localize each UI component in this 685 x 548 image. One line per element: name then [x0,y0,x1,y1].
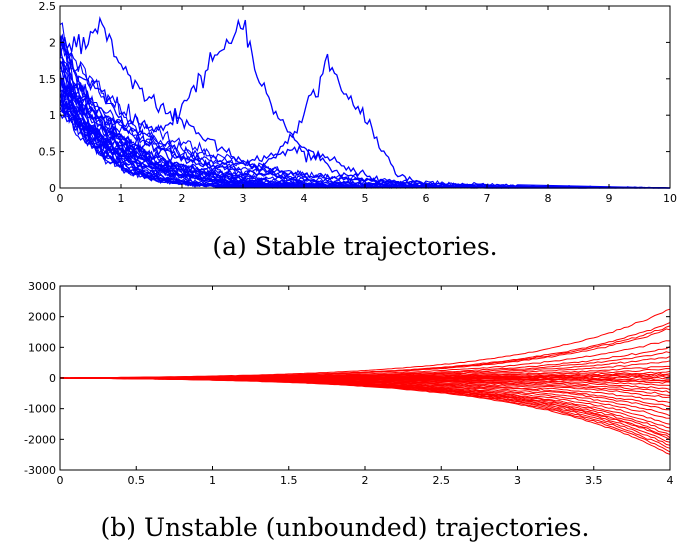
chart-unstable-trajectories: 0 0.5 1 1.5 2 2.5 3 3.5 4 -3000 -2000 -1000 0 1000 200… [24,280,673,487]
chart-stable-trajectories: 0 1 2 3 4 5 6 7 8 9 10 0 0.5 1 1.5 2 2.5 [39,0,678,205]
stable-trajectory-line [59,82,671,189]
stable-trajectory-line [59,38,670,189]
x-tick-label: 0 [57,192,64,205]
caption-b: (b) Unstable (unbounded) trajectories. [101,513,590,542]
y-tick-label: 1.5 [39,73,57,86]
unstable-series-group [59,308,671,455]
y-tick-label: 3000 [28,280,56,293]
stable-trajectory-line [59,60,671,189]
y-tick-label: 1 [49,109,56,122]
x-tick-label: 5 [362,192,369,205]
unstable-trajectory-line [60,308,671,379]
x-tick-label: 0.5 [128,474,146,487]
x-tick-label: 0 [57,474,64,487]
y-tick-label: 2000 [28,311,56,324]
x-tick-label: 1 [209,474,216,487]
x-tick-label: 6 [423,192,430,205]
x-tick-label: 7 [484,192,491,205]
y-tick-label: -3000 [24,464,56,477]
y-tick-label: 2 [49,36,56,49]
unstable-trajectory-line [59,377,671,455]
y-tick-label: 2.5 [39,0,57,13]
x-tick-label: 2 [362,474,369,487]
plot-a-axes: 0 1 2 3 4 5 6 7 8 9 10 0 0.5 1 1.5 2 2.5 [39,0,678,205]
y-tick-label: 0 [49,372,56,385]
stable-series-group [59,15,671,189]
plot-b-axes: 0 0.5 1 1.5 2 2.5 3 3.5 4 -3000 -2000 -1000 0 1000 200… [24,280,673,487]
x-tick-label: 3 [240,192,247,205]
x-tick-label: 1.5 [280,474,298,487]
x-tick-label: 2.5 [433,474,451,487]
stable-trajectory-line [59,40,671,189]
x-tick-label: 4 [301,192,308,205]
x-tick-label: 4 [667,474,674,487]
x-tick-label: 1 [118,192,125,205]
x-tick-label: 3.5 [585,474,603,487]
x-tick-label: 2 [179,192,186,205]
y-tick-label: 0 [49,182,56,195]
y-tick-label: 0.5 [39,146,57,159]
x-tick-label: 8 [545,192,552,205]
unstable-trajectory-line [60,377,671,441]
y-tick-label: -1000 [24,403,56,416]
x-tick-label: 9 [606,192,613,205]
x-tick-label: 3 [514,474,521,487]
caption-a: (a) Stable trajectories. [212,232,497,261]
y-tick-label: -2000 [24,433,56,446]
x-tick-label: 10 [663,192,677,205]
y-tick-label: 1000 [28,341,56,354]
